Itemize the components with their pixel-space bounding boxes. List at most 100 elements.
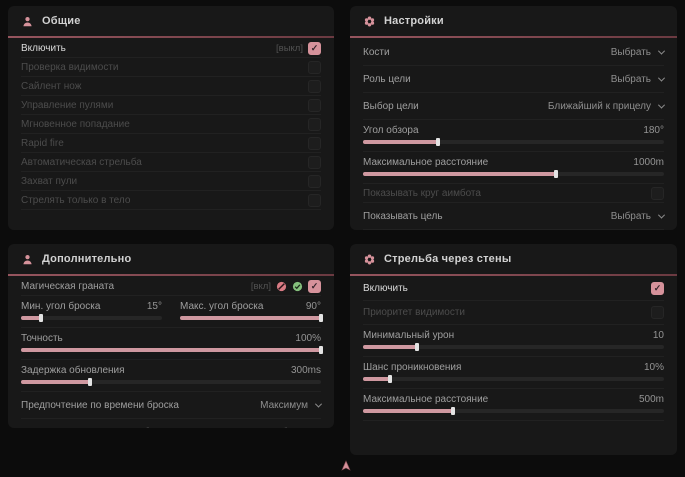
target-role-dropdown[interactable]: Выбрать: [610, 73, 666, 85]
panel-general: Общие Включить [выкл] ✓ Проверка видимос…: [8, 6, 334, 230]
target-select-dropdown[interactable]: Ближайший к прицелу: [548, 101, 666, 112]
row-label: Точность: [21, 333, 63, 344]
slider-thumb[interactable]: [388, 375, 393, 383]
header-accent-line: [350, 36, 677, 38]
update-delay-slider[interactable]: [21, 378, 321, 386]
slider-thumb[interactable]: [319, 314, 323, 322]
row-label: Стрелять только в тело: [21, 194, 131, 206]
slider-thumb[interactable]: [436, 138, 441, 146]
checkbox[interactable]: [308, 117, 321, 131]
extended-params-dropdown[interactable]: Выбрать: [268, 427, 323, 428]
checkbox[interactable]: ✓: [651, 282, 664, 295]
slider-value: 90°: [305, 301, 321, 312]
dropdown-value: Выбрать: [610, 73, 651, 85]
chevron-down-icon: [657, 101, 666, 109]
slider-fill: [21, 314, 43, 322]
checkbox[interactable]: [308, 98, 321, 112]
dropdown-value: Максимум: [260, 399, 308, 411]
checkbox[interactable]: [308, 155, 321, 169]
row-label: Мин. угол броска: [21, 301, 101, 312]
panel-wallshoot: Стрельба через стены Включить ✓ Приорите…: [350, 244, 677, 455]
row-label: Захват пули: [21, 175, 78, 187]
checkbox[interactable]: [308, 79, 321, 93]
row-instant-hit: Мгновенное попадание: [21, 115, 321, 134]
penetration-chance-slider[interactable]: [363, 375, 664, 383]
row-label: Роль цели: [363, 73, 411, 85]
row-show-aim-circle: Показывать круг аимбота: [363, 184, 664, 203]
slider-fill: [180, 314, 323, 322]
checkbox[interactable]: ✓: [308, 41, 321, 55]
panel-title: Дополнительно: [42, 253, 132, 265]
slider-value: 100%: [295, 333, 321, 344]
row-label: Максимальное расстояние: [363, 157, 489, 168]
bones-dropdown[interactable]: Выбрать: [611, 47, 666, 58]
max-throw-slider[interactable]: [180, 314, 323, 322]
checkbox[interactable]: [308, 174, 321, 188]
header-accent-line: [8, 274, 334, 276]
accuracy-slider[interactable]: [21, 346, 323, 354]
row-label: Включить: [363, 283, 408, 294]
slider-thumb[interactable]: [553, 170, 558, 178]
chevron-down-icon: [657, 74, 666, 82]
min-throw-slider[interactable]: [21, 314, 162, 322]
panel-general-header: Общие: [8, 6, 334, 36]
slider-fill: [363, 407, 456, 415]
row-label: Rapid fire: [21, 137, 64, 149]
slider-fill: [363, 343, 420, 351]
row-label: Минимальный урон: [363, 330, 455, 341]
min-damage-slider[interactable]: [363, 343, 664, 351]
panel-wallshoot-header: Стрельба через стены: [350, 244, 677, 274]
slider-value: 1000m: [633, 157, 664, 168]
user-icon: [23, 16, 32, 26]
row-penetration-chance: Шанс проникновения 10%: [363, 357, 664, 389]
row-label: Мгновенное попадание: [21, 118, 130, 130]
checkbox[interactable]: [651, 186, 664, 200]
check-circle-icon[interactable]: [292, 281, 303, 292]
slider-thumb[interactable]: [88, 378, 92, 386]
row-fov: Угол обзора 180°: [363, 120, 664, 152]
header-accent-line: [350, 274, 677, 276]
panel-settings: Настройки Кости Выбрать Роль цели Выбрат…: [350, 6, 677, 230]
checkbox[interactable]: ✓: [308, 279, 321, 293]
slider-thumb[interactable]: [319, 346, 323, 354]
slider-value: 300ms: [290, 365, 321, 376]
row-label: Кости: [363, 46, 390, 58]
slider-thumb[interactable]: [38, 314, 43, 322]
checkbox[interactable]: [308, 60, 321, 74]
row-enable: Включить ✓: [363, 277, 664, 301]
min-throw-col: Мин. угол броска 15°: [21, 296, 162, 327]
chevron-down-icon: [314, 427, 323, 428]
slider-value: 10: [652, 330, 664, 341]
row-label: Выбор цели: [363, 100, 419, 112]
checkbox[interactable]: [651, 306, 664, 319]
panel-additional-header: Дополнительно: [8, 244, 334, 274]
show-target-dropdown[interactable]: Выбрать: [610, 210, 666, 222]
dropdown-value: Выбрать: [610, 210, 651, 222]
panel-title: Общие: [42, 15, 81, 27]
max-distance-slider[interactable]: [363, 170, 664, 178]
panel-title: Настройки: [384, 15, 444, 27]
crossed-circle-icon[interactable]: [276, 281, 287, 292]
row-label: Угол обзора: [363, 125, 419, 136]
panel-additional: Дополнительно Магическая граната [вкл] ✓…: [8, 244, 334, 428]
slider-thumb[interactable]: [451, 407, 456, 415]
checkbox[interactable]: [308, 136, 321, 150]
hotkey-tag: [вкл]: [250, 280, 271, 292]
slider-thumb[interactable]: [415, 343, 420, 351]
row-label: Показывать цель: [363, 210, 443, 222]
row-max-distance: Максимальное расстояние 1000m: [363, 152, 664, 184]
row-label: Предпочтение по времени броска: [21, 399, 179, 411]
row-bullet-capture: Захват пули: [21, 172, 321, 191]
row-throw-angles: Мин. угол броска 15° Макс. угол броска 9…: [21, 296, 323, 328]
row-target-select: Выбор цели Ближайший к прицелу: [363, 93, 666, 120]
row-bones: Кости Выбрать: [363, 39, 666, 66]
throw-time-dropdown[interactable]: Максимум: [260, 399, 323, 411]
max-distance-slider[interactable]: [363, 407, 664, 415]
row-update-delay: Задержка обновления 300ms: [21, 360, 321, 392]
slider-fill: [21, 346, 323, 354]
row-label: Проверка видимости: [21, 61, 119, 73]
checkbox[interactable]: [308, 193, 321, 207]
row-enable: Включить [выкл] ✓: [21, 39, 321, 58]
row-target-role: Роль цели Выбрать: [363, 66, 666, 93]
fov-slider[interactable]: [363, 138, 664, 146]
